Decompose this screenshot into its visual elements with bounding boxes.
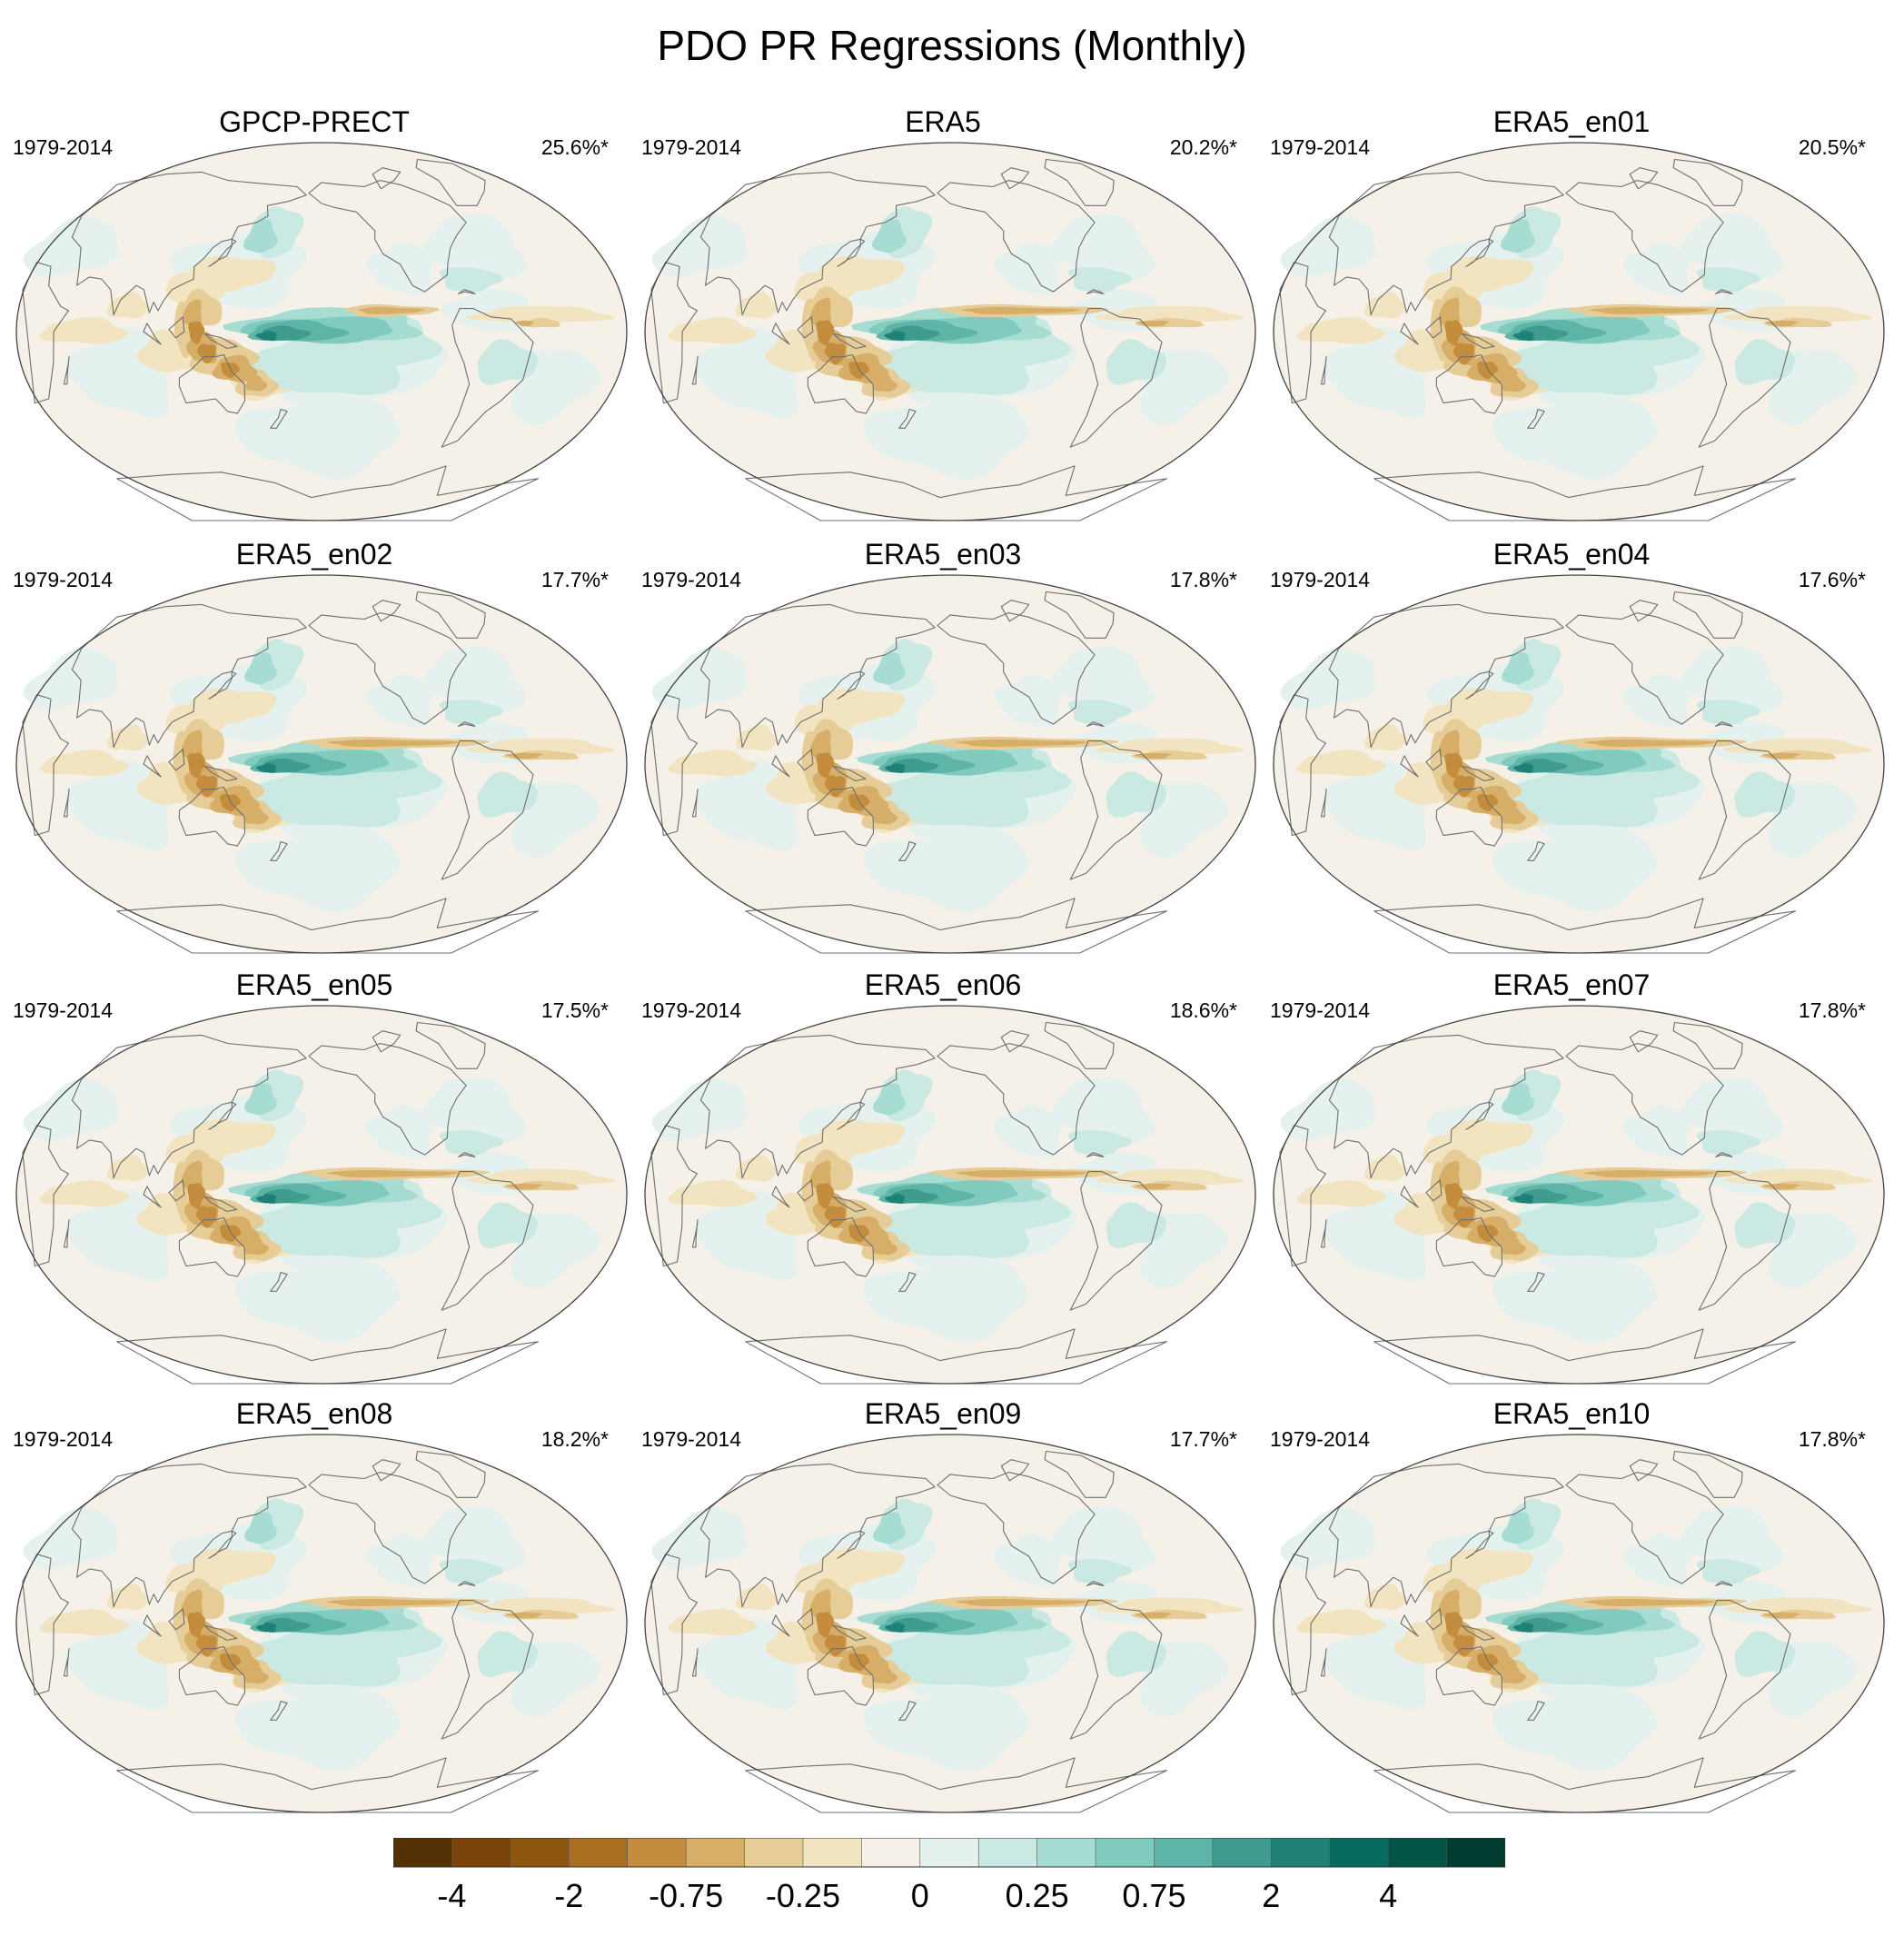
map-panel: ERA5_en05 1979-2014 17.5%*: [0, 968, 629, 1395]
colorbar-border: [393, 1838, 1505, 1868]
colorbar-label: 0: [910, 1877, 929, 1914]
panel-period: 1979-2014: [641, 568, 741, 591]
colorbar-label: 2: [1262, 1877, 1281, 1914]
colorbar-labels: -4 -2 -0.75 -0.25 0 0.25 0.75 2 4: [393, 1838, 1505, 1929]
panel-period: 1979-2014: [1270, 568, 1370, 591]
panel-variance-pct: 18.2%*: [540, 1427, 609, 1451]
panel-title: ERA5_en10: [1492, 1397, 1651, 1430]
panel-period: 1979-2014: [13, 568, 113, 591]
panel-variance-pct: 25.6%*: [540, 135, 609, 159]
panel-period: 1979-2014: [641, 135, 741, 159]
map-panel: ERA5_en03 1979-2014 17.8%*: [629, 538, 1257, 965]
panel-title: ERA5_en05: [235, 968, 393, 1001]
panel-title: ERA5_en09: [864, 1397, 1022, 1430]
colorbar-label: 0.25: [1005, 1877, 1069, 1914]
colorbar-label: -2: [554, 1877, 584, 1914]
panel-period: 1979-2014: [641, 1427, 741, 1451]
map-panel: ERA5_en09 1979-2014 17.7%*: [629, 1397, 1257, 1824]
colorbar-swatch: [451, 1838, 511, 1868]
panel-title: ERA5: [905, 105, 981, 138]
map-panel: ERA5_en10 1979-2014 17.8%*: [1257, 1397, 1886, 1824]
panel-title: ERA5_en04: [1492, 538, 1651, 571]
colorbar-swatch: [685, 1838, 746, 1868]
regression-map: [15, 1434, 628, 1813]
map-panel: ERA5_en06 1979-2014 18.6%*: [629, 968, 1257, 1395]
panel-variance-pct: 17.5%*: [540, 998, 609, 1022]
colorbar: [393, 1838, 1505, 1868]
panel-variance-pct: 17.8%*: [1798, 1427, 1866, 1451]
panel-period: 1979-2014: [13, 135, 113, 159]
regression-map: [1273, 142, 1885, 521]
regression-map: [15, 1005, 628, 1385]
regression-map: [1273, 1434, 1885, 1813]
map-panel: ERA5_en01 1979-2014 20.5%*: [1257, 105, 1886, 532]
panel-period: 1979-2014: [13, 1427, 113, 1451]
main-title: PDO PR Regressions (Monthly): [657, 22, 1247, 69]
map-panel: ERA5_en04 1979-2014 17.6%*: [1257, 538, 1886, 965]
map-panel: ERA5_en02 1979-2014 17.7%*: [0, 538, 629, 965]
regression-map: [644, 574, 1256, 954]
panel-title: ERA5_en01: [1492, 105, 1651, 138]
regression-map: [15, 574, 628, 954]
panel-variance-pct: 18.6%*: [1169, 998, 1237, 1022]
regression-map: [644, 1005, 1256, 1385]
regression-map: [1273, 1005, 1885, 1385]
map-panel: ERA5_en07 1979-2014 17.8%*: [1257, 968, 1886, 1395]
panel-title: ERA5_en03: [864, 538, 1022, 571]
colorbar-swatch: [1387, 1838, 1448, 1868]
regression-map: [644, 142, 1256, 521]
regression-map: [1273, 574, 1885, 954]
panel-title: ERA5_en06: [864, 968, 1022, 1001]
colorbar-swatch: [568, 1838, 629, 1868]
colorbar-swatch: [919, 1838, 980, 1868]
panel-title: ERA5_en02: [235, 538, 393, 571]
panel-title: GPCP-PRECT: [219, 105, 410, 138]
panel-title: ERA5_en07: [1492, 968, 1651, 1001]
map-panel: ERA5 1979-2014 20.2%*: [629, 105, 1257, 532]
colorbar-swatch: [1154, 1838, 1214, 1868]
regression-map: [644, 1434, 1256, 1813]
colorbar-label: -0.75: [649, 1877, 724, 1914]
panel-variance-pct: 17.7%*: [1169, 1427, 1237, 1451]
colorbar-swatch: [1095, 1838, 1155, 1868]
panel-period: 1979-2014: [1270, 1427, 1370, 1451]
panel-variance-pct: 17.8%*: [1798, 998, 1866, 1022]
panel-title: ERA5_en08: [235, 1397, 393, 1430]
colorbar-label: -0.25: [765, 1877, 840, 1914]
colorbar-label: 0.75: [1122, 1877, 1186, 1914]
map-panel: ERA5_en08 1979-2014 18.2%*: [0, 1397, 629, 1824]
panel-period: 1979-2014: [13, 998, 113, 1022]
panel-variance-pct: 20.5%*: [1798, 135, 1866, 159]
panel-variance-pct: 17.7%*: [540, 568, 609, 591]
panel-period: 1979-2014: [1270, 998, 1370, 1022]
colorbar-label: 4: [1379, 1877, 1398, 1914]
panel-period: 1979-2014: [1270, 135, 1370, 159]
map-panel: GPCP-PRECT 1979-2014 25.6%*: [0, 105, 629, 532]
panel-variance-pct: 17.8%*: [1169, 568, 1237, 591]
panel-period: 1979-2014: [641, 998, 741, 1022]
colorbar-label: -4: [437, 1877, 467, 1914]
panel-variance-pct: 20.2%*: [1169, 135, 1237, 159]
regression-map: [15, 142, 628, 521]
panel-variance-pct: 17.6%*: [1798, 568, 1866, 591]
